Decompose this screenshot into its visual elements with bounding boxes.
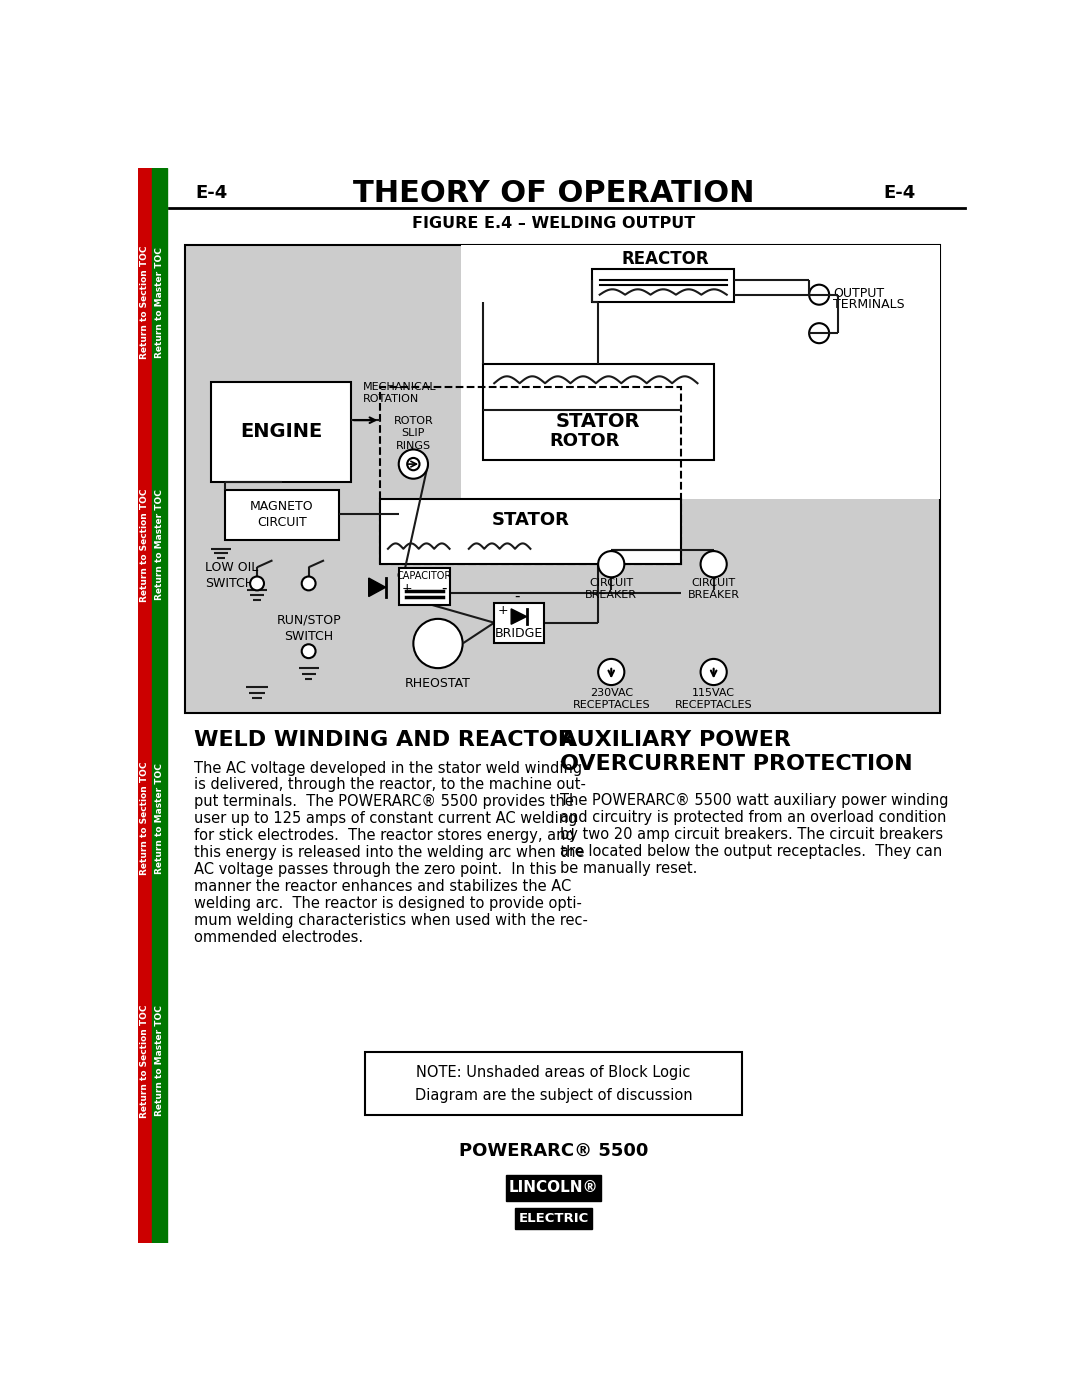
Text: by two 20 amp circuit breakers. The circuit breakers: by two 20 amp circuit breakers. The circ… [559,827,943,842]
Text: Return to Master TOC: Return to Master TOC [154,247,164,358]
Text: WELD WINDING AND REACTOR: WELD WINDING AND REACTOR [194,729,575,750]
Bar [515,1208,592,1229]
Bar [225,489,339,539]
Text: this energy is released into the welding arc when the: this energy is released into the welding… [194,845,584,861]
Text: Return to Section TOC: Return to Section TOC [140,246,149,359]
Text: are located below the output receptacles.  They can: are located below the output receptacles… [559,844,942,859]
Bar [495,602,544,643]
Text: REACTOR: REACTOR [621,250,708,267]
Text: 115VAC
RECEPTACLES: 115VAC RECEPTACLES [675,687,753,710]
Text: OUTPUT: OUTPUT [833,286,885,299]
Text: BRIDGE: BRIDGE [495,627,543,640]
Text: OVERCURRENT PROTECTION: OVERCURRENT PROTECTION [559,754,913,774]
Text: +: + [402,581,413,595]
Text: LOW OIL
SWITCH: LOW OIL SWITCH [205,562,259,591]
Text: welding arc.  The reactor is designed to provide opti-: welding arc. The reactor is designed to … [194,895,582,911]
Text: -: - [514,590,521,604]
Text: THEORY OF OPERATION: THEORY OF OPERATION [353,179,754,208]
Text: MECHANICAL
ROTATION: MECHANICAL ROTATION [363,381,436,405]
Bar [400,569,449,605]
Bar [151,168,167,1243]
Text: Return to Section TOC: Return to Section TOC [140,761,149,875]
Circle shape [598,659,624,685]
Text: Return to Master TOC: Return to Master TOC [154,489,164,601]
Text: CIRCUIT
BREAKER: CIRCUIT BREAKER [585,577,637,601]
Text: AUXILIARY POWER: AUXILIARY POWER [559,729,791,750]
Text: is delivered, through the reactor, to the machine out-: is delivered, through the reactor, to th… [194,778,585,792]
Text: Return to Master TOC: Return to Master TOC [154,763,164,873]
Text: TERMINALS: TERMINALS [833,298,905,312]
Text: 230VAC
RECEPTACLES: 230VAC RECEPTACLES [572,687,650,710]
Bar [380,387,680,564]
Text: AC voltage passes through the zero point.  In this: AC voltage passes through the zero point… [194,862,556,877]
Circle shape [407,458,419,471]
Text: be manually reset.: be manually reset. [559,861,697,876]
Circle shape [809,323,829,344]
Text: Return to Section TOC: Return to Section TOC [140,488,149,602]
Text: FIGURE E.4 – WELDING OUTPUT: FIGURE E.4 – WELDING OUTPUT [411,217,696,232]
Circle shape [251,577,264,591]
Text: RUN/STOP
SWITCH: RUN/STOP SWITCH [276,613,341,643]
Text: CIRCUIT
BREAKER: CIRCUIT BREAKER [688,577,740,601]
Text: ommended electrodes.: ommended electrodes. [194,930,363,944]
Text: Return to Master TOC: Return to Master TOC [154,1006,164,1116]
Bar [211,381,351,482]
Text: CAPACITOR: CAPACITOR [396,571,451,581]
Text: E-4: E-4 [883,184,916,203]
Text: ROTOR: ROTOR [549,432,620,450]
Text: NOTE: Unshaded areas of Block Logic
Diagram are the subject of discussion: NOTE: Unshaded areas of Block Logic Diag… [415,1066,692,1102]
Text: STATOR: STATOR [556,412,640,432]
Text: LINCOLN®: LINCOLN® [509,1180,598,1196]
Circle shape [701,659,727,685]
Bar [592,270,734,302]
Text: Return to Section TOC: Return to Section TOC [140,1004,149,1118]
Text: and circuitry is protected from an overload condition: and circuitry is protected from an overl… [559,810,946,824]
Bar [461,244,940,499]
Text: RHEOSTAT: RHEOSTAT [405,678,471,690]
Text: user up to 125 amps of constant current AC welding: user up to 125 amps of constant current … [194,812,578,827]
Polygon shape [511,609,527,624]
Text: STATOR: STATOR [491,511,569,529]
Circle shape [301,577,315,591]
Text: mum welding characteristics when used with the rec-: mum welding characteristics when used wi… [194,914,588,928]
Text: -: - [442,581,447,595]
Circle shape [301,644,315,658]
Bar [365,1052,742,1115]
Circle shape [809,285,829,305]
Text: ELECTRIC: ELECTRIC [518,1213,589,1225]
Text: for stick electrodes.  The reactor stores energy, and: for stick electrodes. The reactor stores… [194,828,575,844]
Bar [380,499,680,564]
Text: ENGINE: ENGINE [240,422,322,441]
Bar [186,244,940,712]
Polygon shape [368,578,386,597]
Text: E-4: E-4 [195,184,228,203]
Text: put terminals.  The POWERARC® 5500 provides the: put terminals. The POWERARC® 5500 provid… [194,795,573,809]
Text: manner the reactor enhances and stabilizes the AC: manner the reactor enhances and stabiliz… [194,879,571,894]
Text: ROTOR
SLIP
RINGS: ROTOR SLIP RINGS [393,416,433,451]
Text: The AC voltage developed in the stator weld winding: The AC voltage developed in the stator w… [194,760,582,775]
Circle shape [399,450,428,479]
Bar [505,1175,602,1201]
Bar [138,168,151,1243]
Text: MAGNETO
CIRCUIT: MAGNETO CIRCUIT [249,500,313,528]
Circle shape [414,619,462,668]
Text: POWERARC® 5500: POWERARC® 5500 [459,1141,648,1160]
Circle shape [598,550,624,577]
Text: +: + [498,604,509,617]
Bar [483,365,714,460]
Circle shape [701,550,727,577]
Text: The POWERARC® 5500 watt auxiliary power winding: The POWERARC® 5500 watt auxiliary power … [559,793,948,807]
